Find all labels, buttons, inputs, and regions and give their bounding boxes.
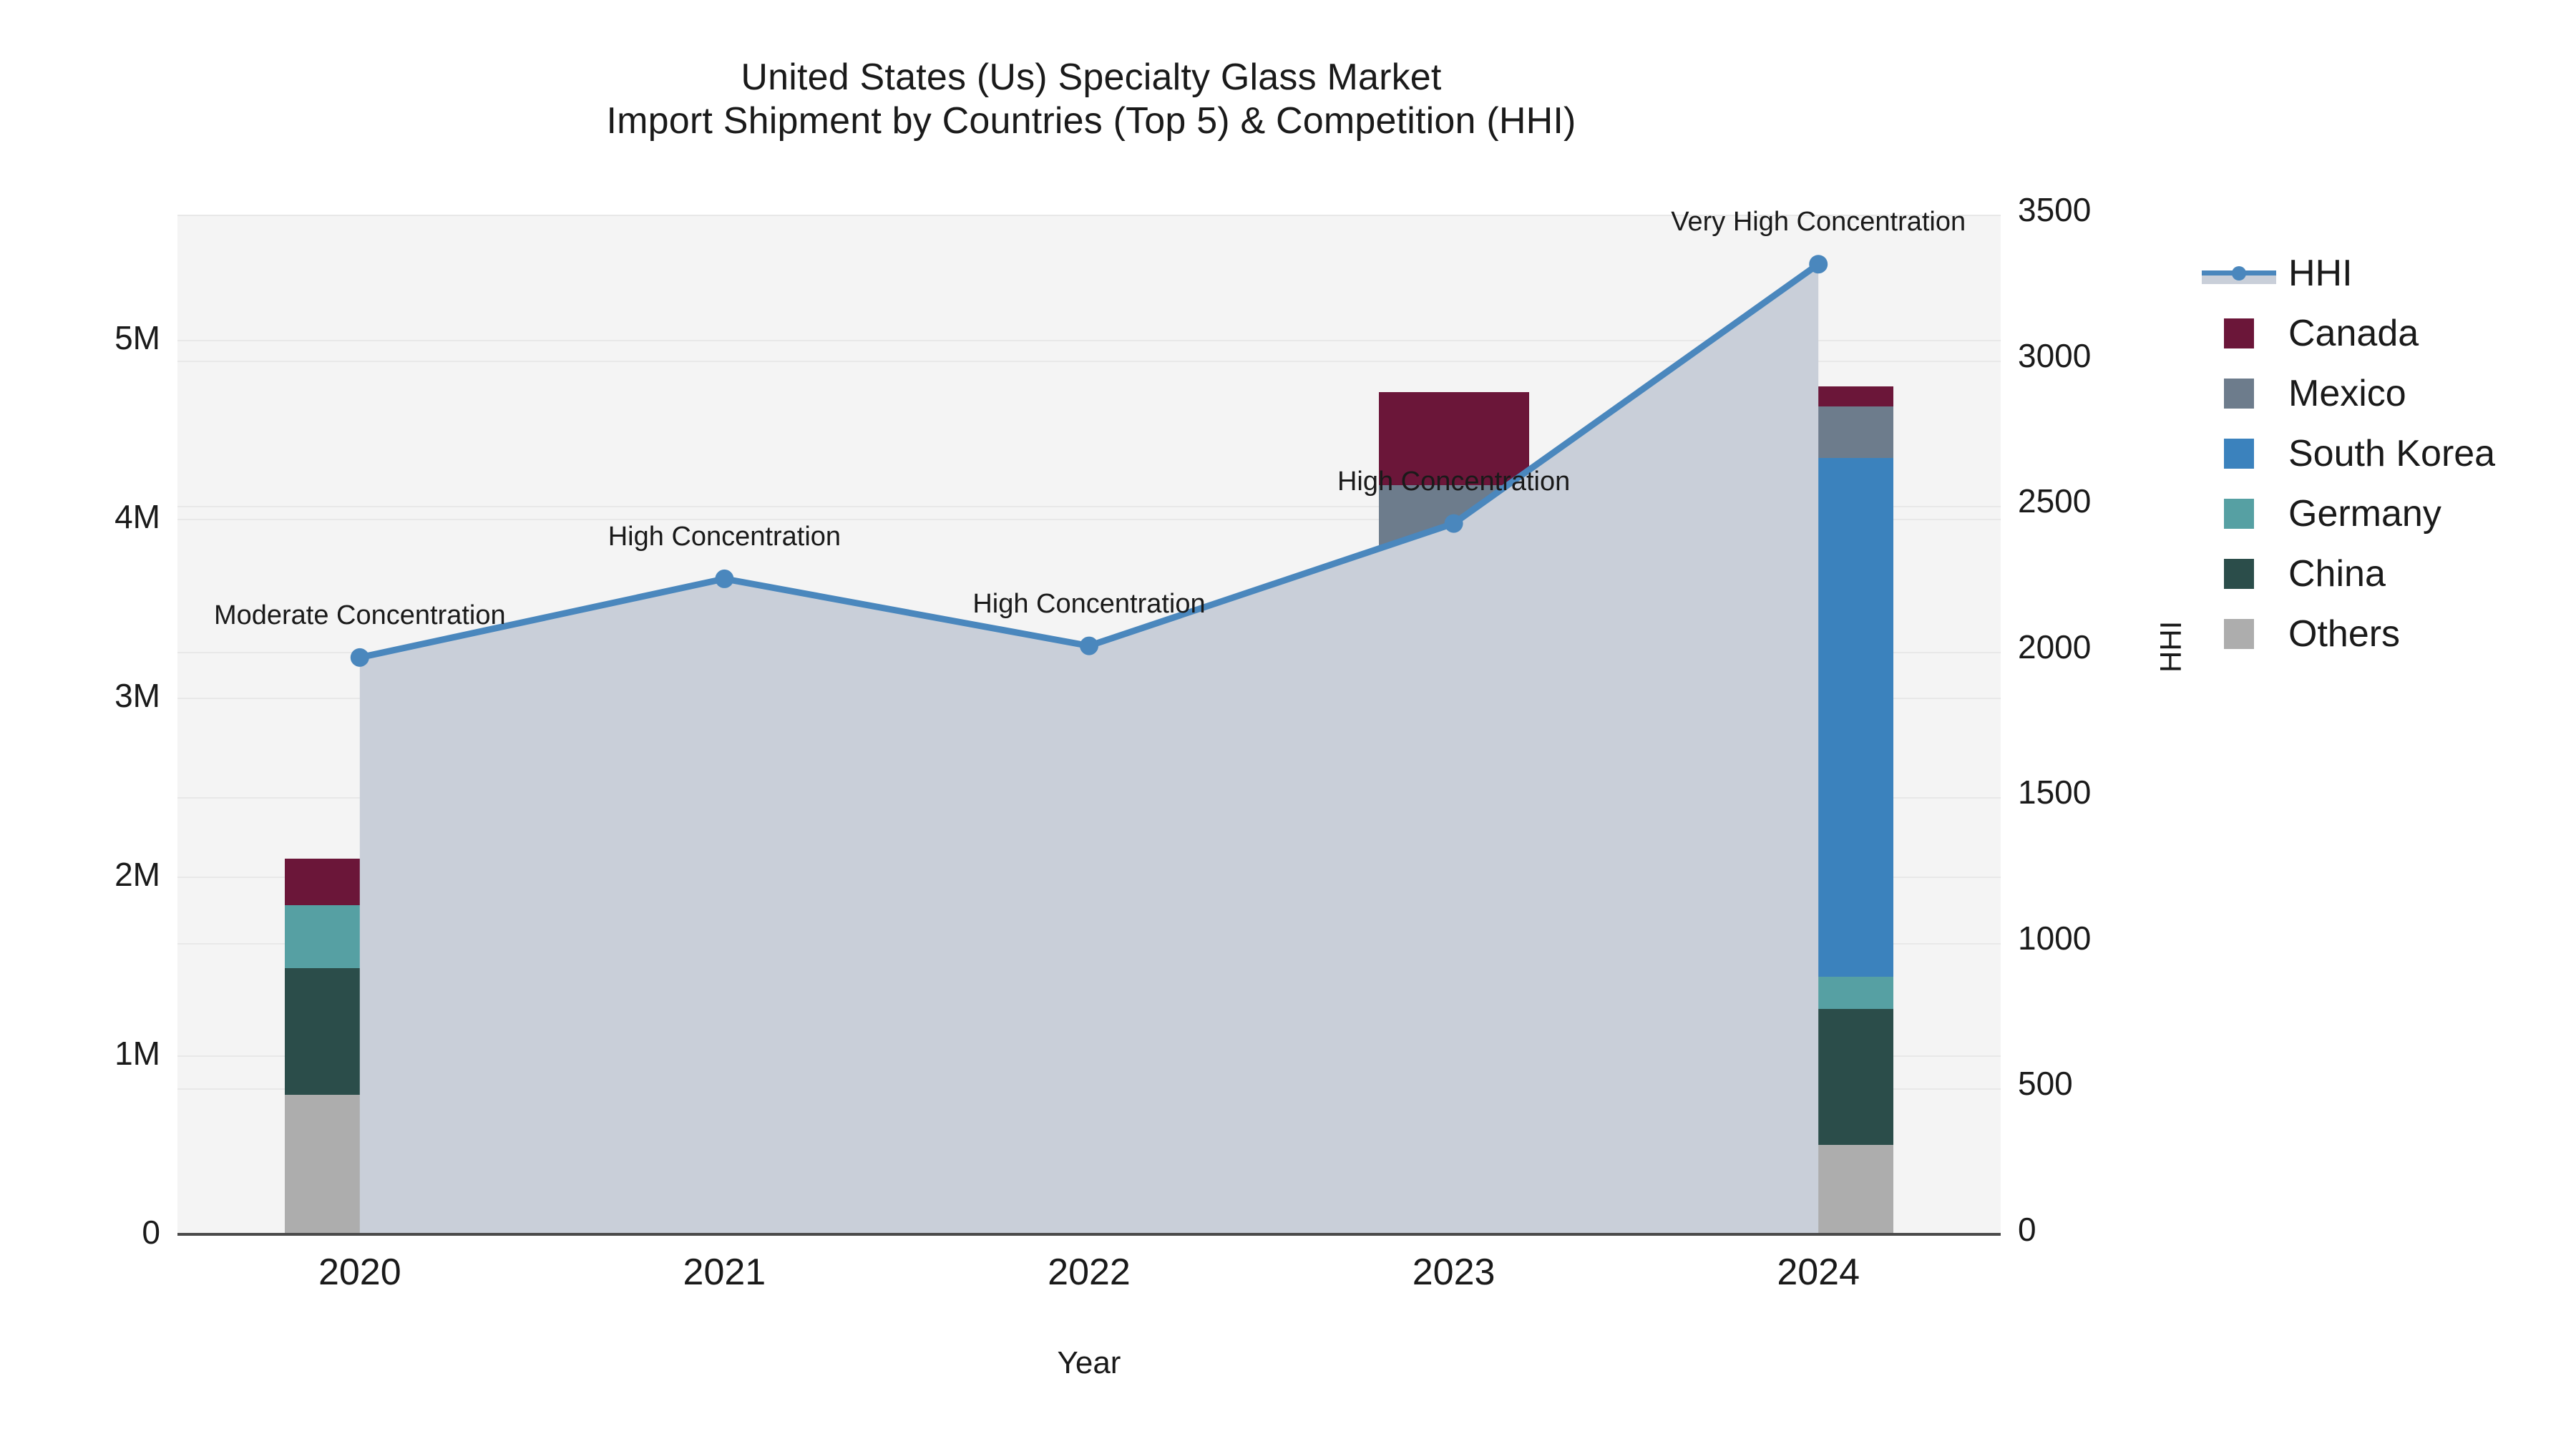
legend-swatch-wrap [2197,499,2281,529]
bar-segment-others[interactable] [284,1095,435,1234]
chart-title: United States (Us) Specialty Glass Marke… [0,56,2182,144]
legend-swatch-wrap [2197,379,2281,409]
bar-segment-germany[interactable] [1378,610,1529,948]
bar-group-2022[interactable] [1014,648,1164,1234]
legend-color-swatch [2224,559,2254,589]
gridline [177,215,2001,216]
x-tick-2020: 2020 [318,1252,401,1293]
y-tick-right: 2000 [2018,628,2092,665]
bar-segment-canada[interactable] [649,914,800,947]
gridline [177,360,2001,362]
hhi-annotation-2023: High Concentration [1337,466,1571,497]
y-tick-right: 3500 [2018,191,2092,228]
y-axis-right-label: HHI [2154,620,2187,673]
y-tick-right: 1000 [2018,919,2092,957]
legend-color-swatch [2224,439,2254,469]
legend-item-label: HHI [2288,253,2353,294]
plot-area [177,215,2001,1236]
bar-segment-china[interactable] [1743,1009,1894,1145]
bar-segment-south-korea[interactable] [1378,592,1529,610]
legend-item-mexico[interactable]: Mexico [2197,364,2569,424]
legend-swatch-wrap [2197,619,2281,649]
bar-segment-germany[interactable] [1014,742,1164,830]
y-tick-right: 2500 [2018,482,2092,520]
x-axis-line [177,1233,2001,1236]
legend-item-label: Germany [2288,493,2441,535]
y-tick-left: 1M [114,1035,160,1072]
hhi-annotation-2022: High Concentration [972,588,1206,619]
legend-item-germany[interactable]: Germany [2197,484,2569,544]
legend-item-south-korea[interactable]: South Korea [2197,424,2569,484]
legend-color-swatch [2224,379,2254,409]
bar-group-2023[interactable] [1378,391,1529,1234]
legend-swatch-wrap [2197,559,2281,589]
legend-item-china[interactable]: China [2197,544,2569,604]
x-tick-2022: 2022 [1048,1252,1131,1293]
bar-segment-mexico[interactable] [1014,698,1164,743]
legend-swatch-wrap [2197,439,2281,469]
legend-item-label: China [2288,553,2386,595]
gridline [177,519,2001,520]
bar-segment-canada[interactable] [1743,386,1894,406]
legend-item-label: South Korea [2288,433,2496,474]
legend-line-dot [2232,266,2246,280]
y-tick-left: 3M [114,677,160,714]
legend-item-label: Mexico [2288,373,2406,414]
legend-color-swatch [2224,619,2254,649]
bar-segment-germany[interactable] [649,946,800,1000]
x-tick-2024: 2024 [1777,1252,1860,1293]
y-tick-right: 1500 [2018,774,2092,811]
y-tick-left: 4M [114,498,160,535]
bar-segment-germany[interactable] [1743,977,1894,1009]
bar-segment-china[interactable] [1378,948,1529,1116]
legend-color-swatch [2224,499,2254,529]
legend-item-label: Canada [2288,313,2419,354]
legend-item-hhi[interactable]: HHI [2197,243,2569,303]
bar-segment-canada[interactable] [1014,648,1164,698]
y-tick-right: 500 [2018,1065,2073,1103]
bar-segment-others[interactable] [1743,1145,1894,1234]
y-tick-left: 5M [114,319,160,356]
y-tick-left: 0 [142,1214,160,1251]
hhi-marker-2024[interactable] [1809,255,1828,274]
bar-segment-china[interactable] [649,1000,800,1118]
bar-group-2024[interactable] [1743,386,1894,1234]
hhi-annotation-2021: High Concentration [608,521,841,552]
x-axis-label: Year [1057,1345,1121,1380]
legend-color-swatch [2224,318,2254,348]
bar-segment-china[interactable] [1014,830,1164,1054]
bar-segment-others[interactable] [1014,1053,1164,1234]
y-tick-left: 2M [114,856,160,893]
bar-segment-germany[interactable] [284,905,435,968]
x-tick-2023: 2023 [1412,1252,1496,1293]
bar-segment-south-korea[interactable] [1743,458,1894,977]
bar-segment-canada[interactable] [284,859,435,905]
legend-item-label: Others [2288,613,2401,655]
chart-legend: HHI Canada Mexico South Korea Germany China Ot… [2197,243,2569,664]
y-tick-right: 3000 [2018,336,2092,374]
chart-title-line-1: United States (Us) Specialty Glass Marke… [741,57,1442,98]
legend-swatch-wrap [2197,263,2281,284]
bar-segment-others[interactable] [649,1118,800,1234]
hhi-annotation-2024: Very High Concentration [1671,207,1966,238]
x-tick-2021: 2021 [683,1252,766,1293]
chart-title-line-2: Import Shipment by Countries (Top 5) & C… [606,100,1576,142]
bar-segment-others[interactable] [1378,1116,1529,1234]
legend-line-icon [2202,263,2276,284]
legend-item-canada[interactable]: Canada [2197,303,2569,364]
bar-group-2020[interactable] [284,859,435,1234]
hhi-marker-2021[interactable] [715,569,734,588]
bar-segment-mexico[interactable] [1378,484,1529,592]
y-tick-right: 0 [2018,1211,2036,1248]
hhi-annotation-2020: Moderate Concentration [213,600,506,630]
bar-segment-mexico[interactable] [1743,406,1894,458]
legend-item-others[interactable]: Others [2197,604,2569,664]
legend-swatch-wrap [2197,318,2281,348]
bar-group-2021[interactable] [649,914,800,1234]
gridline [177,340,2001,341]
bar-segment-china[interactable] [284,967,435,1095]
gridline [177,506,2001,508]
